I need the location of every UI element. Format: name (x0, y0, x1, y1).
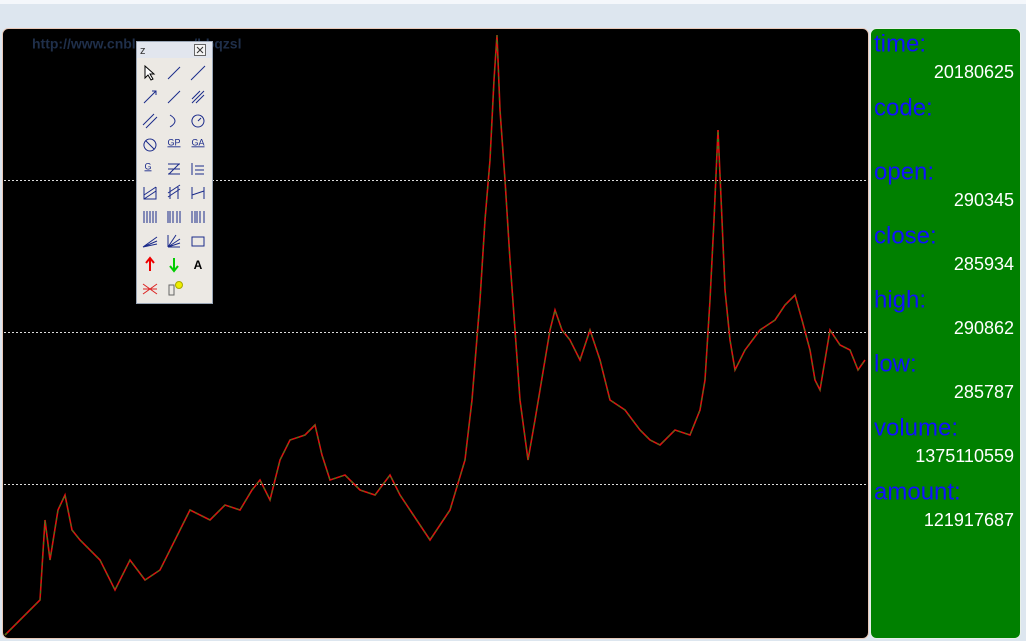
tool-icon[interactable] (169, 114, 176, 128)
chart-area (2, 28, 869, 639)
toolbar-title: z (140, 45, 146, 57)
tool-text-icon[interactable]: GP (167, 137, 180, 147)
tool-icon[interactable] (167, 90, 181, 104)
tool-text-icon[interactable]: G (144, 161, 151, 171)
tool-text-icon[interactable]: A (194, 258, 203, 272)
tool-icon[interactable] (167, 66, 181, 80)
field-label: time: (874, 30, 926, 57)
field-label: amount: (874, 478, 961, 505)
tool-icon[interactable] (190, 65, 206, 81)
tool-text-icon[interactable]: GA (191, 137, 204, 147)
field-value: 285934 (954, 254, 1014, 274)
tool-icon[interactable] (143, 90, 157, 104)
tool-icon[interactable] (143, 211, 157, 223)
field-label: close: (874, 222, 937, 249)
tool-icon[interactable] (167, 234, 181, 248)
field-value: 285787 (954, 382, 1014, 402)
tool-icon[interactable] (191, 114, 205, 128)
tool-icon[interactable] (145, 256, 155, 271)
field-label: code: (874, 94, 933, 121)
tool-icon[interactable] (191, 90, 205, 104)
tool-icon[interactable] (143, 138, 157, 152)
price-trace (4, 34, 866, 636)
field-label: volume: (874, 414, 958, 441)
tool-icon[interactable] (167, 184, 181, 199)
tool-icon[interactable] (142, 236, 158, 248)
tool-icon[interactable] (191, 163, 204, 175)
field-value: 20180625 (934, 62, 1014, 82)
close-icon (196, 46, 204, 54)
tool-icon[interactable] (175, 281, 183, 289)
tool-icon[interactable] (191, 187, 205, 199)
field-label: open: (874, 158, 934, 185)
tool-icon[interactable] (142, 283, 158, 295)
tool-icon[interactable] (168, 163, 180, 175)
tool-icon[interactable] (144, 64, 156, 81)
tool-icon[interactable] (168, 284, 175, 296)
field-value: 121917687 (924, 510, 1014, 530)
tool-icon[interactable] (142, 113, 158, 129)
top-strip (0, 0, 1026, 4)
tool-icon[interactable] (167, 211, 181, 223)
field-label: high: (874, 286, 926, 313)
field-label: low: (874, 350, 917, 377)
tool-icon[interactable] (191, 236, 205, 247)
tool-icon[interactable] (143, 186, 157, 200)
field-value: 1375110559 (915, 446, 1014, 466)
tool-icon[interactable] (191, 211, 205, 223)
field-value: 290862 (954, 318, 1014, 338)
info-panel (870, 28, 1021, 639)
field-value: 290345 (954, 190, 1014, 210)
toolbar-titlebar (137, 42, 212, 58)
tool-icon[interactable] (169, 258, 179, 273)
